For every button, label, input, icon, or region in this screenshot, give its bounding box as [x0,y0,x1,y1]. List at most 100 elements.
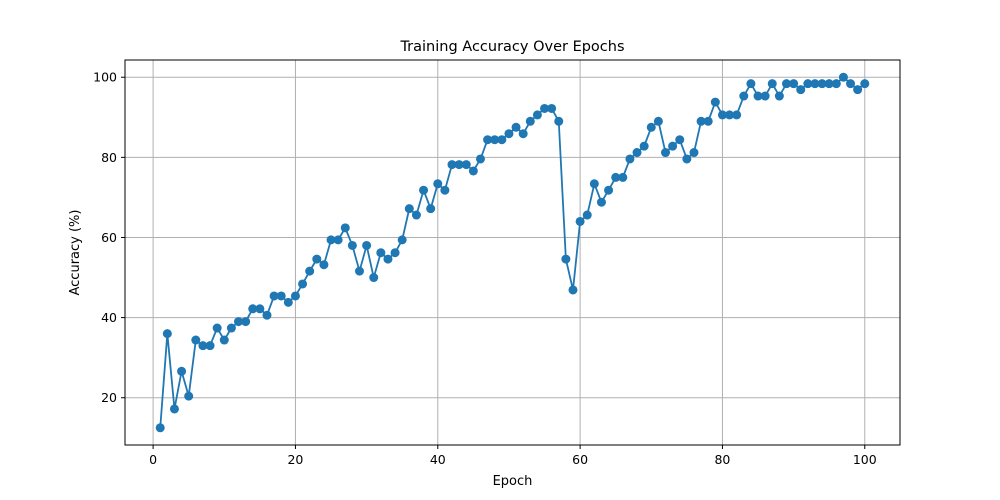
chart-title: Training Accuracy Over Epochs [399,39,624,55]
data-point [668,141,678,151]
x-axis-label: Epoch [493,474,533,489]
y-tick-label: 60 [101,230,117,245]
data-point [205,341,215,351]
data-point [483,135,493,145]
data-point [319,260,329,270]
data-point [475,154,485,164]
data-point [290,291,300,301]
plot-area [155,72,870,433]
data-point [326,235,336,245]
data-point [739,91,749,101]
data-point [155,423,165,433]
data-point [354,266,364,276]
data-point [696,116,706,126]
axes-frame [124,59,901,446]
data-point [262,310,272,320]
data-point [419,185,429,195]
data-point [703,116,713,126]
y-tick-label: 80 [101,150,117,165]
data-point [525,116,535,126]
data-point [682,154,692,164]
data-point [447,160,457,170]
data-point [646,122,656,132]
data-point [810,79,820,89]
data-point [561,254,571,264]
data-point [162,329,172,339]
data-point [781,79,791,89]
data-point [532,110,542,120]
x-tick-label: 80 [714,452,730,467]
data-point [589,179,599,189]
data-point [397,235,407,245]
data-point [717,110,727,120]
data-point [276,291,286,301]
data-point [248,304,258,314]
data-point [767,79,777,89]
data-point [582,210,592,220]
data-point [860,79,870,89]
data-point [753,91,763,101]
data-point [426,204,436,214]
data-point [241,317,251,327]
data-point [312,254,322,264]
data-point [789,79,799,89]
data-point [611,172,621,182]
data-point [333,235,343,245]
data-point [846,79,856,89]
data-point [774,91,784,101]
y-tick-label: 40 [101,310,117,325]
data-point [661,148,671,158]
data-point [575,216,585,226]
data-point [760,91,770,101]
data-point [404,204,414,214]
data-point [547,103,557,113]
data-point [298,279,308,289]
data-point [653,116,663,126]
data-point [347,240,357,250]
data-point [191,335,201,345]
data-point [454,160,464,170]
data-point [604,185,614,195]
data-point [433,179,443,189]
data-point [618,172,628,182]
data-point [596,197,606,207]
x-tick-label: 100 [853,452,877,467]
data-point [675,135,685,145]
data-point [369,273,379,283]
data-point [269,291,279,301]
data-point [411,210,421,220]
data-point [518,129,528,139]
data-point [497,135,507,145]
data-point [440,185,450,195]
data-point [169,404,179,414]
x-tick-label: 60 [572,452,588,467]
data-point [831,79,841,89]
data-point [796,85,806,95]
data-point [390,248,400,258]
data-point [504,129,514,139]
axis-ticks: 0 20 40 60 80 100 20 40 60 80 100 [93,70,877,467]
data-point [689,148,699,158]
data-point [340,223,350,233]
data-point [625,154,635,164]
data-point [283,297,293,307]
data-point [803,79,813,89]
data-point [212,323,222,333]
y-tick-label: 20 [101,390,117,405]
y-tick-label: 100 [93,70,117,85]
data-point [468,166,478,176]
data-point [838,72,848,82]
data-point [255,304,265,314]
data-point [198,341,208,351]
y-axis-label: Accuracy (%) [68,210,83,296]
data-point [710,97,720,107]
x-tick-label: 40 [430,452,446,467]
data-point [376,248,386,258]
data-point [639,141,649,151]
data-point [226,323,236,333]
data-point [568,285,578,295]
data-point [511,122,521,132]
data-point [490,135,500,145]
data-point [461,160,471,170]
